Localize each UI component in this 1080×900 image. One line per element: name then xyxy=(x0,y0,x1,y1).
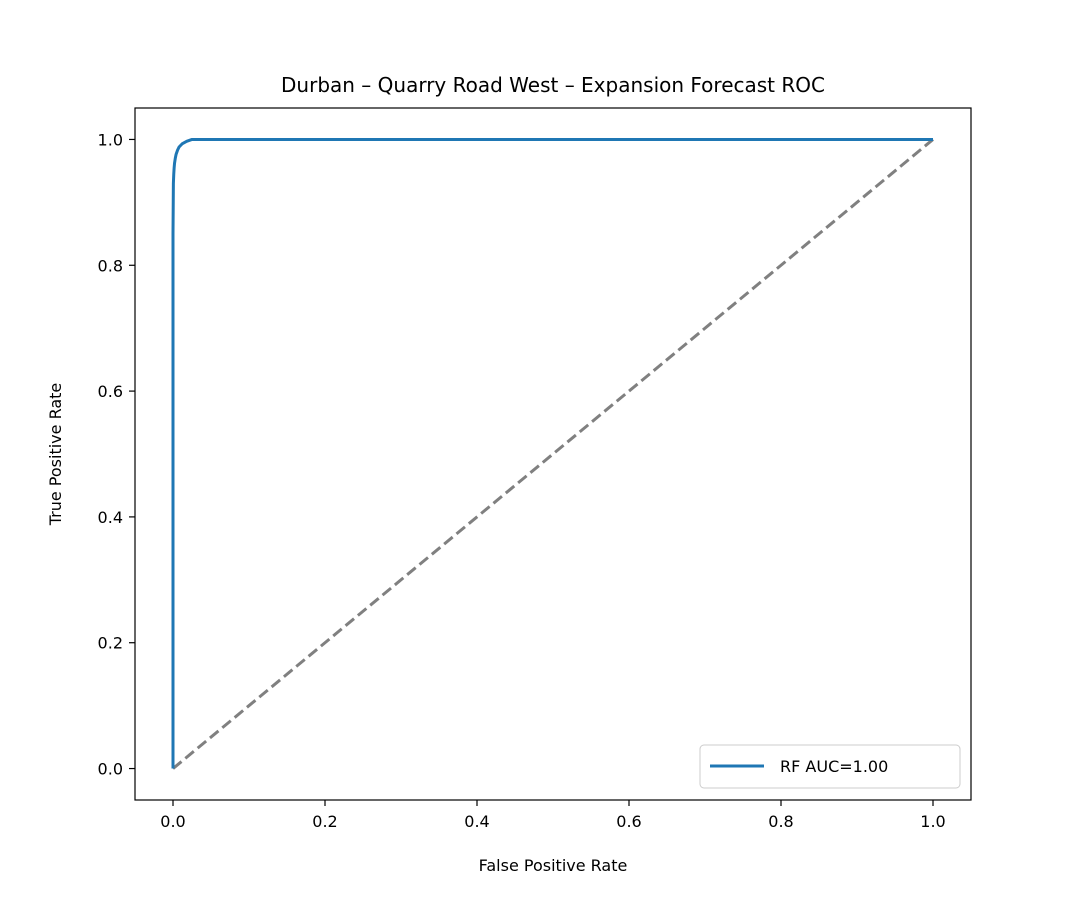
x-axis-label: False Positive Rate xyxy=(479,856,628,875)
axis-ticks: 0.0 0.2 0.4 0.6 0.8 1.0 0.0 0.2 0.4 0.6 0.8 1.0 xyxy=(98,130,946,831)
chance-diagonal-line xyxy=(172,138,934,770)
x-tick-label: 0.8 xyxy=(768,812,793,831)
x-tick-label: 0.2 xyxy=(312,812,337,831)
y-tick-label: 0.2 xyxy=(98,634,123,653)
roc-curve-line xyxy=(171,137,933,769)
y-tick-label: 0.0 xyxy=(98,760,123,779)
legend-label: RF AUC=1.00 xyxy=(780,757,888,776)
y-tick-label: 0.6 xyxy=(98,382,123,401)
legend: RF AUC=1.00 xyxy=(699,744,961,789)
chart-title: Durban – Quarry Road West – Expansion Fo… xyxy=(281,73,825,97)
x-tick-label: 0.0 xyxy=(160,812,185,831)
plot-area xyxy=(171,137,934,770)
x-tick-label: 0.6 xyxy=(616,812,641,831)
axes-frame xyxy=(134,107,972,801)
x-tick-label: 1.0 xyxy=(920,812,945,831)
y-tick-label: 0.4 xyxy=(98,508,123,527)
x-tick-label: 0.4 xyxy=(464,812,489,831)
legend-box xyxy=(699,744,961,789)
y-axis-label: True Positive Rate xyxy=(46,383,65,527)
y-tick-label: 1.0 xyxy=(98,130,123,149)
y-tick-label: 0.8 xyxy=(98,256,123,275)
